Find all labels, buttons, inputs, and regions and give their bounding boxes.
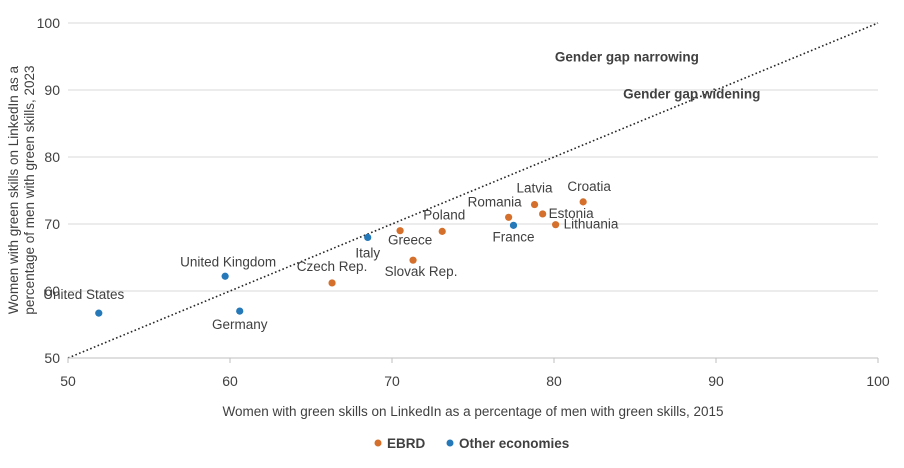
point-estonia (539, 210, 547, 218)
legend-label-other-economies: Other economies (459, 436, 569, 451)
point-france (509, 221, 518, 229)
legend-marker-ebrd (374, 439, 382, 447)
label-czech-rep: Czech Rep. (297, 259, 368, 274)
reference-line-group (67, 22, 879, 359)
x-tick-label-70: 70 (384, 373, 400, 389)
x-tick-label-100: 100 (866, 373, 890, 389)
label-italy: Italy (355, 245, 380, 260)
point-italy (364, 233, 372, 241)
annotation-gender-gap-widening: Gender gap widening (623, 86, 760, 101)
legend-marker-other-economies (446, 439, 454, 447)
label-estonia: Estonia (549, 206, 595, 221)
y-tick-label-60: 60 (44, 283, 60, 299)
point-united-kingdom (221, 272, 229, 280)
x-tick-label-80: 80 (546, 373, 562, 389)
x-tick-label-90: 90 (708, 373, 724, 389)
point-lithuania (552, 221, 560, 229)
y-tick-label-80: 80 (44, 149, 60, 165)
point-czech-rep (328, 279, 336, 287)
label-united-states: United States (43, 287, 124, 302)
label-united-kingdom: United Kingdom (180, 254, 276, 269)
x-axis-title: Women with green skills on LinkedIn as a… (222, 404, 723, 419)
x-tick-label-60: 60 (222, 373, 238, 389)
point-latvia (530, 200, 539, 209)
point-greece (396, 227, 404, 235)
y-tick-label-90: 90 (44, 82, 60, 98)
label-slovak-rep: Slovak Rep. (385, 264, 458, 279)
label-lithuania: Lithuania (564, 217, 619, 232)
label-poland: Poland (423, 207, 465, 222)
label-france: France (492, 229, 534, 244)
y-axis-title-line-1: Women with green skills on LinkedIn as a (6, 65, 21, 314)
annotations: Gender gap narrowing Gender gap widening (555, 50, 760, 102)
label-greece: Greece (388, 233, 432, 248)
point-united-states (95, 309, 103, 317)
x-tick-label-50: 50 (60, 373, 76, 389)
y-tick-label-50: 50 (44, 350, 60, 366)
point-poland (438, 227, 446, 235)
data-points (95, 198, 587, 317)
y-axis-title-line-2: percentage of men with green skills, 202… (22, 65, 37, 314)
y-axis-ticks: 50 60 70 80 90 100 (37, 15, 61, 366)
x-axis-ticks: 50 60 70 80 90 100 (60, 357, 890, 389)
label-romania: Romania (468, 194, 523, 209)
legend-label-ebrd: EBRD (387, 436, 426, 451)
point-croatia (579, 198, 587, 206)
legend: EBRD Other economies (374, 436, 569, 451)
point-germany (236, 307, 244, 315)
y-axis-title: Women with green skills on LinkedIn as a… (6, 65, 37, 314)
data-labels: Czech Rep. Greece Slovak Rep. PolandRomania… (43, 179, 619, 332)
reference-line-45deg (67, 22, 879, 359)
point-slovak-rep (409, 256, 417, 264)
label-croatia: Croatia (567, 179, 611, 194)
annotation-gender-gap-narrowing: Gender gap narrowing (555, 50, 699, 65)
label-latvia: Latvia (517, 181, 554, 196)
point-romania (505, 213, 513, 221)
y-tick-label-70: 70 (44, 216, 60, 232)
label-germany: Germany (212, 317, 268, 332)
y-tick-label-100: 100 (37, 15, 61, 31)
